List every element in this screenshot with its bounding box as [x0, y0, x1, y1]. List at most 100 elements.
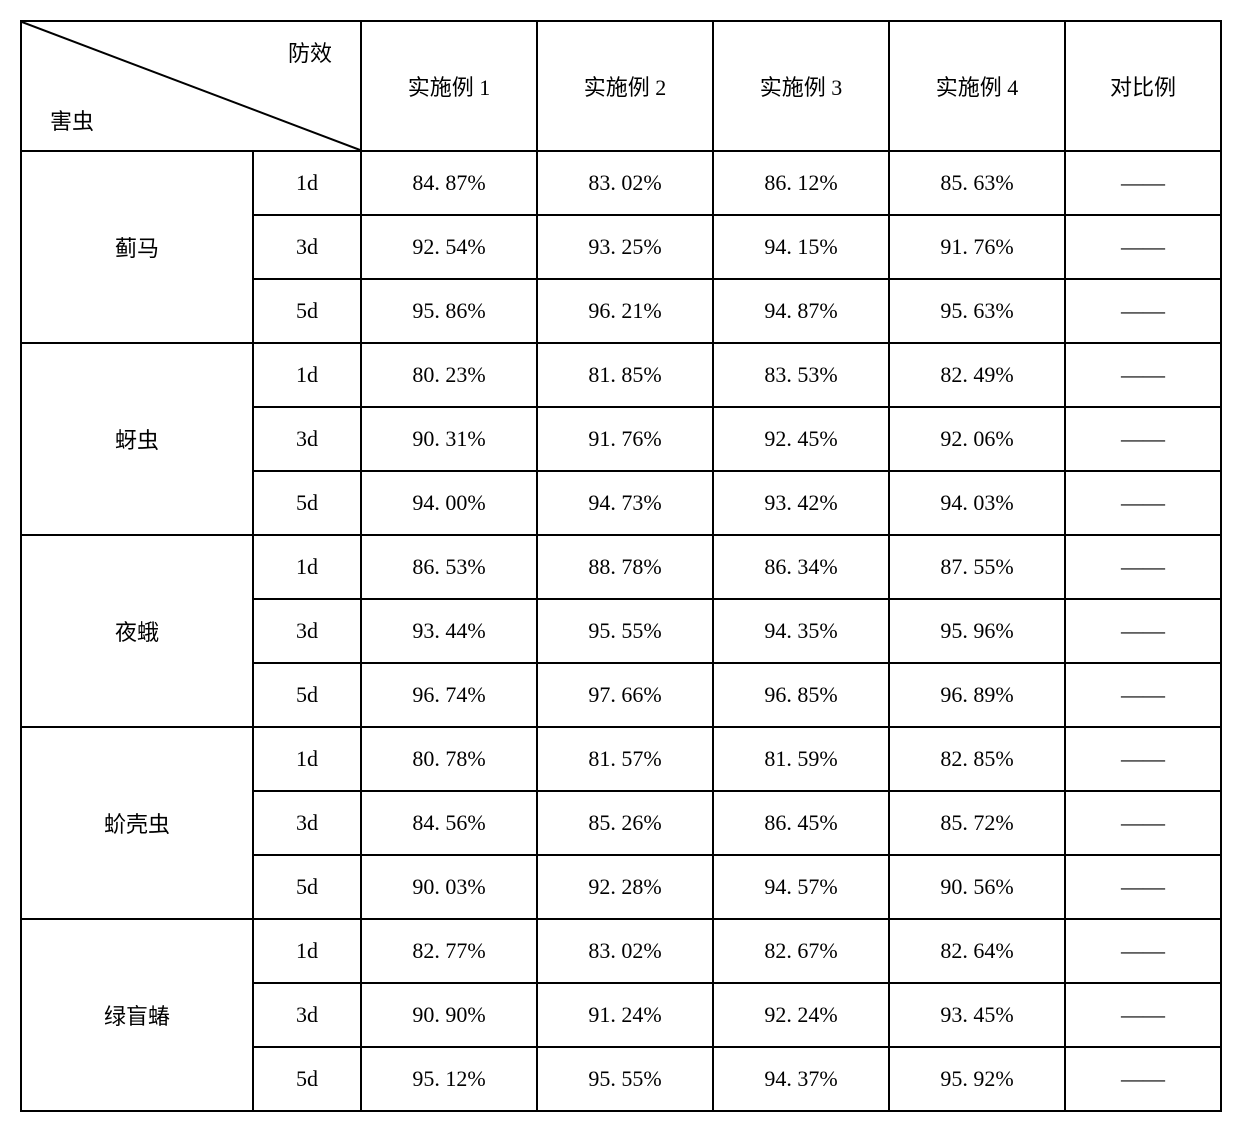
- value-cell: 94. 35%: [713, 599, 889, 663]
- day-cell: 1d: [253, 535, 361, 599]
- value-cell: 82. 77%: [361, 919, 537, 983]
- value-cell: ——: [1065, 279, 1221, 343]
- value-cell: 85. 26%: [537, 791, 713, 855]
- day-cell: 3d: [253, 599, 361, 663]
- value-cell: 82. 67%: [713, 919, 889, 983]
- value-cell: 81. 57%: [537, 727, 713, 791]
- value-cell: 86. 34%: [713, 535, 889, 599]
- value-cell: ——: [1065, 983, 1221, 1047]
- table-row: 蓟马 1d 84. 87% 83. 02% 86. 12% 85. 63% ——: [21, 151, 1221, 215]
- value-cell: 94. 87%: [713, 279, 889, 343]
- table-row: 蚜虫 1d 80. 23% 81. 85% 83. 53% 82. 49% ——: [21, 343, 1221, 407]
- value-cell: 96. 85%: [713, 663, 889, 727]
- diag-header-bottom: 害虫: [50, 104, 94, 136]
- value-cell: ——: [1065, 919, 1221, 983]
- value-cell: ——: [1065, 471, 1221, 535]
- value-cell: 86. 12%: [713, 151, 889, 215]
- value-cell: 95. 86%: [361, 279, 537, 343]
- pest-name: 蚜虫: [21, 343, 253, 535]
- value-cell: 94. 03%: [889, 471, 1065, 535]
- value-cell: 82. 64%: [889, 919, 1065, 983]
- value-cell: 96. 74%: [361, 663, 537, 727]
- value-cell: 97. 66%: [537, 663, 713, 727]
- col-header: 实施例 1: [361, 21, 537, 151]
- col-header: 对比例: [1065, 21, 1221, 151]
- table-body: 蓟马 1d 84. 87% 83. 02% 86. 12% 85. 63% ——…: [21, 151, 1221, 1111]
- value-cell: 91. 76%: [537, 407, 713, 471]
- value-cell: 90. 03%: [361, 855, 537, 919]
- value-cell: 94. 57%: [713, 855, 889, 919]
- value-cell: ——: [1065, 215, 1221, 279]
- value-cell: 95. 55%: [537, 599, 713, 663]
- value-cell: 95. 96%: [889, 599, 1065, 663]
- value-cell: 93. 42%: [713, 471, 889, 535]
- value-cell: ——: [1065, 855, 1221, 919]
- value-cell: 80. 23%: [361, 343, 537, 407]
- day-cell: 1d: [253, 343, 361, 407]
- day-cell: 1d: [253, 151, 361, 215]
- value-cell: 86. 53%: [361, 535, 537, 599]
- value-cell: 84. 56%: [361, 791, 537, 855]
- table-row: 夜蛾 1d 86. 53% 88. 78% 86. 34% 87. 55% ——: [21, 535, 1221, 599]
- diagonal-header: 防效 害虫: [21, 21, 361, 151]
- value-cell: 80. 78%: [361, 727, 537, 791]
- value-cell: 95. 55%: [537, 1047, 713, 1111]
- day-cell: 5d: [253, 471, 361, 535]
- value-cell: ——: [1065, 151, 1221, 215]
- value-cell: 83. 02%: [537, 919, 713, 983]
- pest-name: 夜蛾: [21, 535, 253, 727]
- value-cell: 90. 56%: [889, 855, 1065, 919]
- value-cell: 82. 85%: [889, 727, 1065, 791]
- value-cell: 95. 12%: [361, 1047, 537, 1111]
- col-header: 实施例 2: [537, 21, 713, 151]
- value-cell: 92. 24%: [713, 983, 889, 1047]
- day-cell: 5d: [253, 663, 361, 727]
- value-cell: ——: [1065, 727, 1221, 791]
- col-header: 实施例 4: [889, 21, 1065, 151]
- value-cell: 83. 02%: [537, 151, 713, 215]
- day-cell: 3d: [253, 791, 361, 855]
- value-cell: ——: [1065, 535, 1221, 599]
- value-cell: 88. 78%: [537, 535, 713, 599]
- value-cell: 81. 59%: [713, 727, 889, 791]
- pest-name: 蓟马: [21, 151, 253, 343]
- value-cell: 92. 28%: [537, 855, 713, 919]
- value-cell: 93. 44%: [361, 599, 537, 663]
- value-cell: 96. 21%: [537, 279, 713, 343]
- value-cell: 81. 85%: [537, 343, 713, 407]
- value-cell: 83. 53%: [713, 343, 889, 407]
- pest-name: 蚧壳虫: [21, 727, 253, 919]
- value-cell: ——: [1065, 407, 1221, 471]
- day-cell: 1d: [253, 919, 361, 983]
- day-cell: 3d: [253, 407, 361, 471]
- value-cell: 90. 31%: [361, 407, 537, 471]
- day-cell: 5d: [253, 1047, 361, 1111]
- value-cell: 84. 87%: [361, 151, 537, 215]
- value-cell: 93. 45%: [889, 983, 1065, 1047]
- table-row: 蚧壳虫 1d 80. 78% 81. 57% 81. 59% 82. 85% —…: [21, 727, 1221, 791]
- value-cell: 82. 49%: [889, 343, 1065, 407]
- value-cell: ——: [1065, 343, 1221, 407]
- value-cell: 85. 72%: [889, 791, 1065, 855]
- value-cell: 86. 45%: [713, 791, 889, 855]
- value-cell: 94. 15%: [713, 215, 889, 279]
- day-cell: 1d: [253, 727, 361, 791]
- value-cell: 85. 63%: [889, 151, 1065, 215]
- value-cell: ——: [1065, 791, 1221, 855]
- value-cell: 94. 00%: [361, 471, 537, 535]
- value-cell: 90. 90%: [361, 983, 537, 1047]
- day-cell: 3d: [253, 215, 361, 279]
- efficacy-table: 防效 害虫 实施例 1 实施例 2 实施例 3 实施例 4 对比例 蓟马 1d …: [20, 20, 1222, 1112]
- value-cell: 91. 24%: [537, 983, 713, 1047]
- value-cell: ——: [1065, 599, 1221, 663]
- value-cell: 94. 73%: [537, 471, 713, 535]
- diag-header-top: 防效: [288, 36, 332, 68]
- value-cell: 87. 55%: [889, 535, 1065, 599]
- value-cell: 93. 25%: [537, 215, 713, 279]
- header-row: 防效 害虫 实施例 1 实施例 2 实施例 3 实施例 4 对比例: [21, 21, 1221, 151]
- day-cell: 3d: [253, 983, 361, 1047]
- value-cell: ——: [1065, 663, 1221, 727]
- value-cell: 95. 63%: [889, 279, 1065, 343]
- table-row: 绿盲蝽 1d 82. 77% 83. 02% 82. 67% 82. 64% —…: [21, 919, 1221, 983]
- col-header: 实施例 3: [713, 21, 889, 151]
